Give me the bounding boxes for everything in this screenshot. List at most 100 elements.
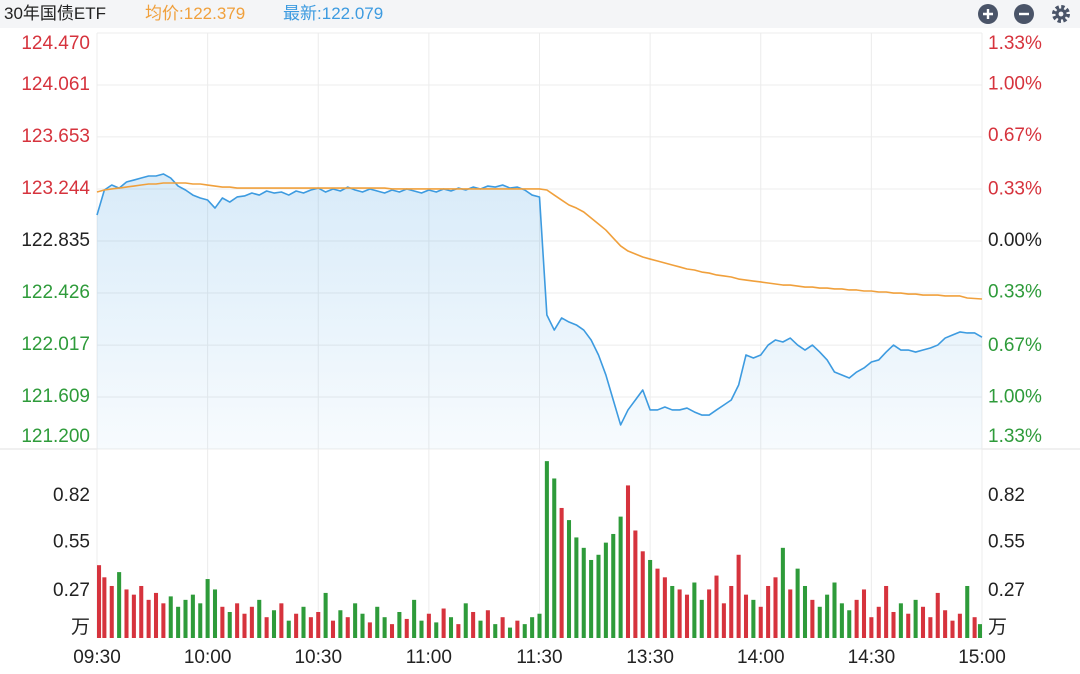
x-tick-label: 14:30: [848, 647, 896, 668]
volume-bar: [345, 617, 350, 638]
volume-bar: [448, 617, 454, 638]
volume-bar: [235, 603, 240, 638]
volume-tick-label: 0.82: [53, 485, 90, 506]
volume-bar: [729, 585, 734, 638]
volume-bar: [419, 620, 424, 638]
volume-bar: [977, 624, 982, 638]
volume-bar: [367, 622, 372, 638]
zoom-out-button[interactable]: [1014, 4, 1034, 24]
volume-bar: [773, 577, 778, 638]
volume-bar: [198, 603, 203, 638]
volume-tick-label-right: 0.55: [988, 532, 1025, 553]
volume-bar: [714, 575, 719, 638]
volume-bar: [559, 507, 564, 638]
volume-unit: 万: [71, 617, 90, 638]
volume-bar: [788, 589, 793, 638]
volume-bar: [205, 579, 210, 638]
volume-bar: [353, 603, 358, 638]
y-tick-label: 124.061: [21, 74, 90, 95]
volume-bar: [648, 559, 653, 638]
volume-bar: [603, 542, 608, 638]
volume-bar: [817, 606, 822, 638]
volume-bar: [190, 594, 195, 638]
volume-tick-label-right: 0.82: [988, 485, 1025, 506]
volume-bar: [153, 592, 159, 638]
volume-bar: [176, 606, 181, 638]
volume-bar: [249, 606, 254, 638]
volume-bar: [426, 613, 431, 638]
volume-bar: [537, 613, 542, 638]
volume-bar: [913, 599, 918, 638]
volume-bar: [500, 617, 505, 638]
volume-bar: [935, 592, 940, 638]
volume-bar: [825, 594, 830, 638]
volume-bar: [972, 617, 977, 638]
y-tick-label: 123.653: [21, 126, 90, 147]
last-label-text: 最新:: [283, 4, 322, 23]
y2-tick-label: 1.00%: [988, 386, 1042, 407]
volume-bar: [404, 618, 409, 638]
y-tick-label: 122.835: [21, 230, 90, 251]
volume-unit-right: 万: [988, 617, 1007, 638]
toolbar: [978, 4, 1070, 24]
y-tick-label: 121.609: [21, 386, 90, 407]
volume-bar: [898, 603, 903, 638]
volume-bar: [869, 617, 874, 638]
volume-bar: [920, 606, 926, 638]
volume-bar: [625, 485, 631, 638]
y2-tick-label: 0.67%: [988, 335, 1042, 356]
volume-bar: [891, 611, 896, 638]
volume-bar: [928, 617, 933, 638]
volume-bar: [109, 585, 114, 638]
volume-bar: [758, 606, 763, 638]
volume-bar: [662, 577, 667, 638]
volume-bar: [692, 582, 697, 638]
volume-tick-label-right: 0.27: [988, 580, 1025, 601]
volume-bar: [684, 594, 690, 638]
volume-bar: [485, 610, 490, 638]
volume-bar: [633, 530, 638, 638]
volume-bar: [906, 613, 911, 638]
volume-bar: [227, 611, 232, 638]
y2-tick-label: 0.33%: [988, 178, 1042, 199]
volume-bar: [286, 620, 291, 638]
volume-bar: [279, 603, 284, 638]
volume-bar: [478, 620, 483, 638]
volume-bar: [751, 599, 756, 638]
volume-bar: [397, 611, 402, 638]
volume-bar: [876, 606, 881, 638]
volume-bar: [847, 610, 852, 638]
volume-bar: [97, 565, 102, 638]
volume-tick-label: 0.55: [53, 532, 90, 553]
volume-bar: [264, 617, 269, 638]
x-tick-label: 14:00: [737, 647, 785, 668]
y-tick-label: 122.426: [21, 282, 90, 303]
volume-bar: [581, 547, 586, 638]
volume-bar: [308, 617, 313, 638]
settings-button[interactable]: [1052, 5, 1070, 23]
y-tick-label: 121.200: [21, 426, 90, 447]
volume-bar: [330, 620, 336, 638]
volume-bar: [463, 603, 468, 638]
volume-bar: [271, 610, 277, 638]
volume-bar: [139, 585, 144, 638]
avg-value: 122.379: [183, 4, 246, 23]
volume-bar: [640, 551, 645, 638]
series-line: [96, 173, 983, 426]
y2-tick-label: 1.33%: [988, 33, 1042, 54]
zoom-in-button[interactable]: [978, 4, 998, 24]
x-tick-label: 10:00: [184, 647, 232, 668]
y2-tick-label: 0.00%: [988, 230, 1042, 251]
volume-bar: [102, 577, 107, 638]
volume-bar: [360, 613, 365, 638]
volume-bar: [766, 585, 771, 638]
volume-bar: [670, 585, 675, 638]
volume-bar: [655, 568, 660, 638]
volume-bar: [618, 516, 623, 638]
avg-label: 均价:122.379: [145, 0, 245, 28]
volume-bar: [389, 624, 395, 638]
volume-bar: [124, 589, 129, 638]
volume-tick-label: 0.27: [53, 580, 90, 601]
